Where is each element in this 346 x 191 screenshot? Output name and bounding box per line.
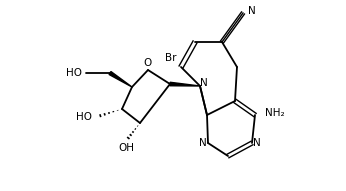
Text: N: N xyxy=(200,78,208,88)
Text: N: N xyxy=(253,138,261,148)
Text: OH: OH xyxy=(118,143,134,153)
Text: HO: HO xyxy=(66,68,82,78)
Text: O: O xyxy=(144,58,152,68)
Text: Br: Br xyxy=(164,53,176,63)
Text: N: N xyxy=(248,6,256,16)
Text: NH₂: NH₂ xyxy=(265,108,285,118)
Text: N: N xyxy=(199,138,207,148)
Polygon shape xyxy=(170,82,200,86)
Text: HO: HO xyxy=(76,112,92,122)
Polygon shape xyxy=(109,71,132,87)
